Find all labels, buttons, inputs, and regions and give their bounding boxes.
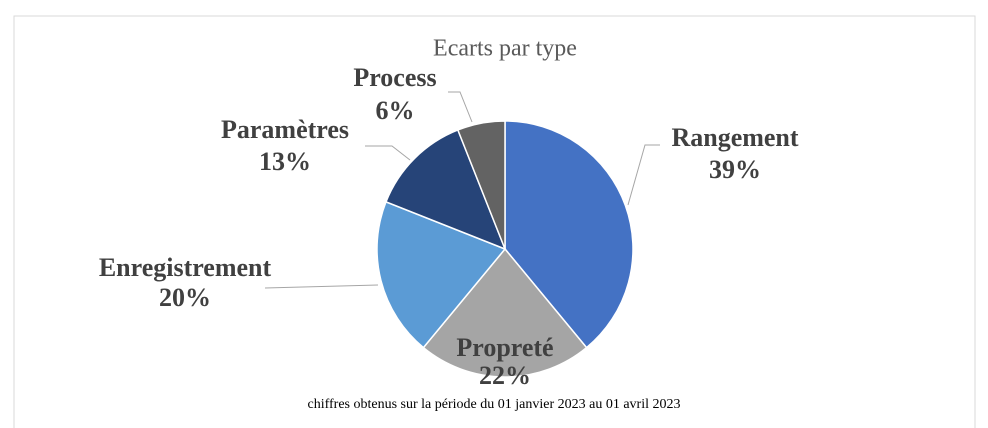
leader-line [365, 145, 411, 161]
footnote: chiffres obtenus sur la période du 01 ja… [308, 397, 681, 412]
data-label-value: 22% [479, 361, 531, 390]
chart-title: Ecarts par type [433, 36, 577, 62]
data-label-name: Paramètres [221, 115, 349, 144]
pie-slice [504, 120, 634, 349]
data-label-name: Enregistrement [99, 253, 272, 282]
data-label-name: Process [353, 63, 436, 92]
leader-line [448, 91, 473, 123]
data-label-value: 13% [259, 147, 311, 176]
data-label-value: 20% [159, 283, 211, 312]
leader-line [627, 144, 660, 206]
pie-slice [456, 120, 506, 250]
leader-line [264, 284, 379, 289]
data-label-name: Propreté [456, 333, 553, 362]
data-label-value: 39% [709, 155, 761, 184]
data-label-value: 6% [376, 96, 415, 125]
pie-slice [422, 247, 588, 378]
pie-slice [376, 200, 507, 349]
data-label-name: Rangement [671, 123, 798, 152]
pie-slice [385, 129, 507, 251]
